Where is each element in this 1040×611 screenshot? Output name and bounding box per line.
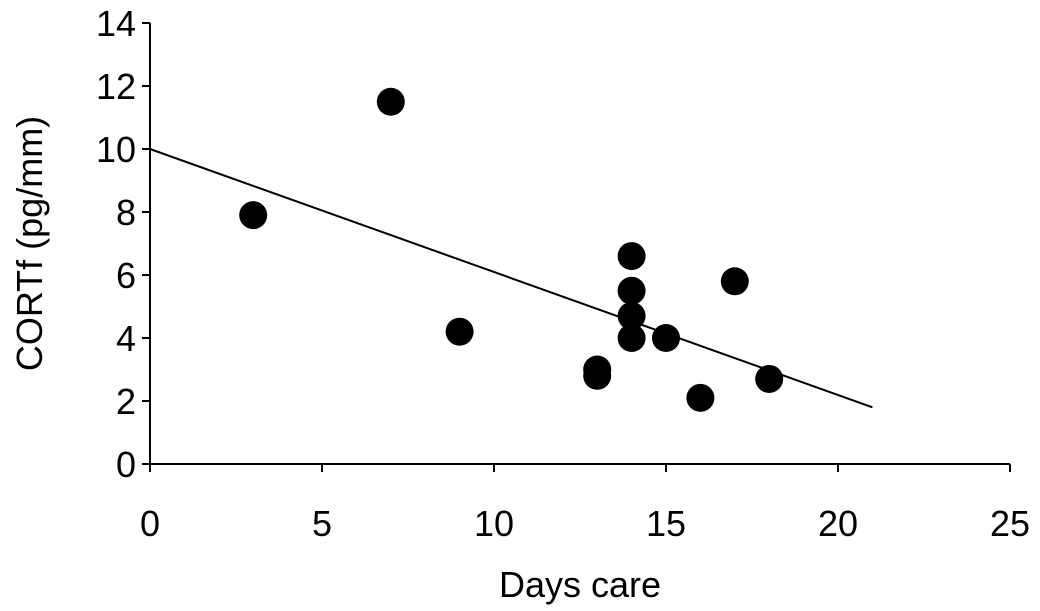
y-tick-label: 6 [116, 255, 136, 296]
data-point [617, 242, 646, 271]
y-tick-label: 8 [116, 192, 136, 233]
data-point [445, 317, 474, 346]
y-tick-label: 2 [116, 381, 136, 422]
trend-line [149, 148, 873, 409]
y-tick-label: 12 [96, 66, 136, 107]
data-point [239, 201, 268, 230]
x-tick-label: 15 [646, 503, 686, 544]
data-point [652, 324, 680, 352]
x-axis-title: Days care [499, 564, 661, 605]
x-axis-ticks: 0 5 10 15 20 25 [140, 464, 1030, 544]
y-axis-ticks: 0 2 4 6 8 10 12 14 [96, 3, 150, 485]
data-point [755, 364, 784, 393]
y-axis-title: CORTf (pg/mm) [9, 116, 50, 371]
y-tick-label: 0 [116, 444, 136, 485]
x-tick-label: 10 [474, 503, 514, 544]
x-tick-label: 20 [818, 503, 858, 544]
data-points [239, 87, 784, 412]
data-point [376, 87, 405, 116]
data-point [583, 361, 612, 390]
data-point [686, 383, 715, 412]
y-tick-label: 4 [116, 318, 136, 359]
x-tick-label: 0 [140, 503, 160, 544]
data-point [617, 301, 646, 330]
axes [149, 23, 1010, 465]
y-tick-label: 10 [96, 129, 136, 170]
x-tick-label: 25 [990, 503, 1030, 544]
data-point [617, 324, 646, 352]
data-point [720, 267, 749, 296]
data-point [617, 276, 646, 305]
y-tick-label: 14 [96, 3, 136, 44]
x-tick-label: 5 [312, 503, 332, 544]
